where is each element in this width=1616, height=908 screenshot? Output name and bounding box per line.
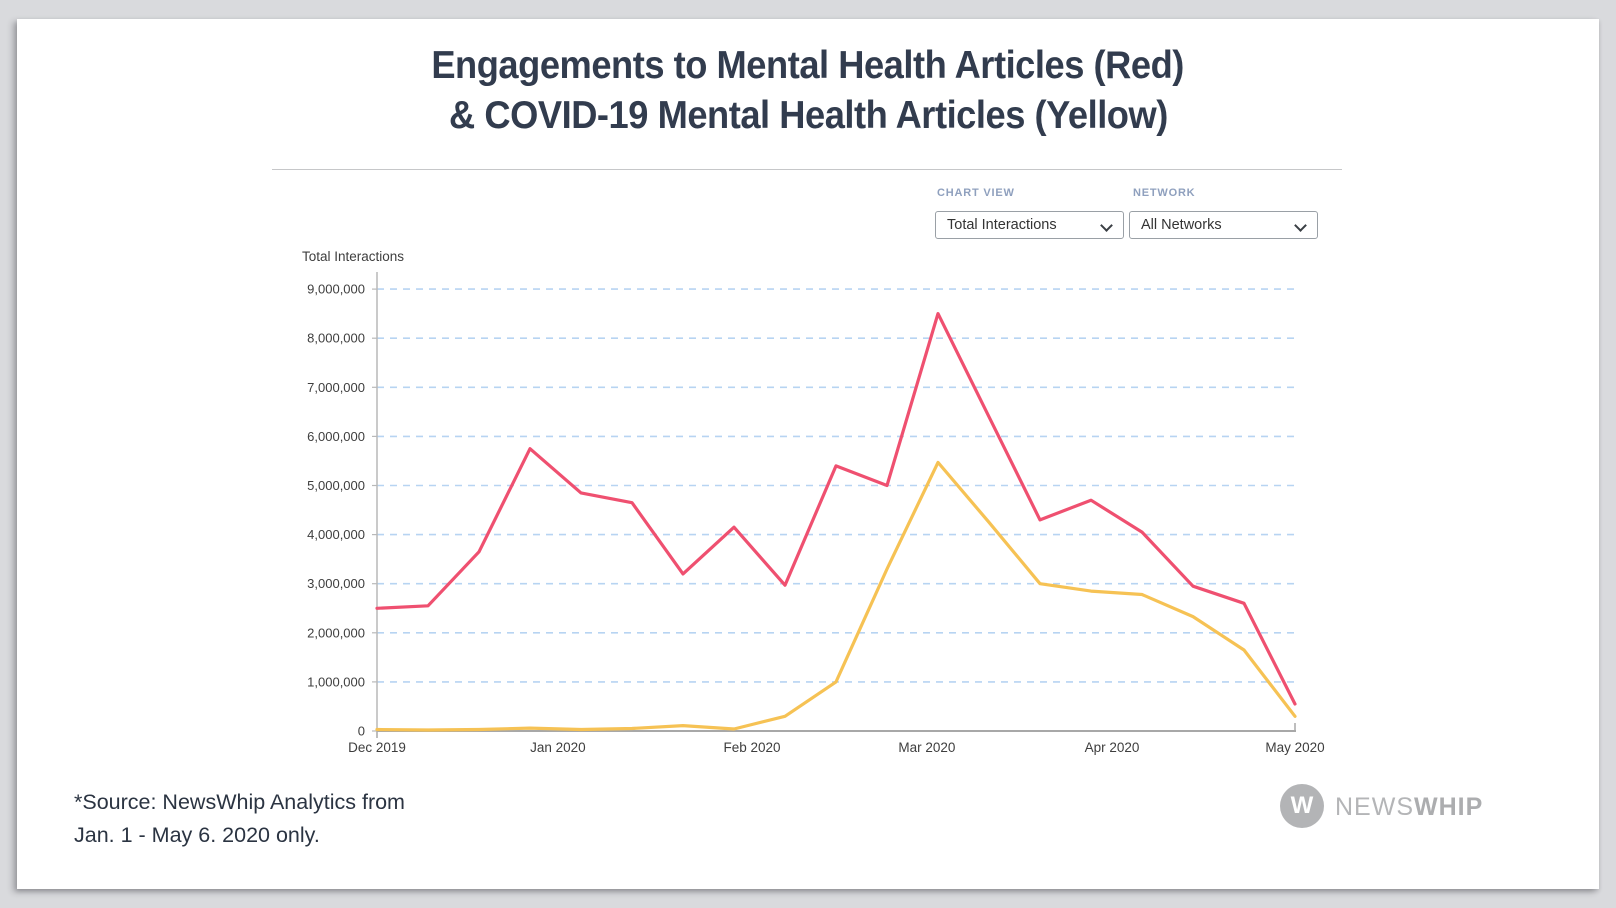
logo-text-whip: WHIP	[1414, 793, 1484, 821]
y-tick-label: 7,000,000	[307, 380, 365, 395]
x-tick-label: Feb 2020	[723, 740, 780, 755]
newswhip-logo-text: NEWSWHIP	[1335, 793, 1483, 822]
source-note-line1: *Source: NewsWhip Analytics from	[74, 790, 405, 814]
x-tick-label: Apr 2020	[1085, 740, 1140, 755]
y-tick-label: 0	[358, 724, 365, 739]
y-tick-label: 9,000,000	[307, 282, 365, 297]
line-chart: 0 1,000,000 2,000,000 3,000,000 4,000,000 5,0…	[307, 272, 1325, 755]
y-tick-label: 5,000,000	[307, 478, 365, 493]
y-tick-label: 8,000,000	[307, 331, 365, 346]
y-axis-title: Total Interactions	[302, 249, 405, 264]
x-tick-label: Mar 2020	[898, 740, 955, 755]
x-tick-label: Dec 2019	[348, 740, 406, 755]
chart-view-selected-value: Total Interactions	[947, 217, 1057, 233]
network-label: NETWORK	[1133, 187, 1196, 199]
y-tick-label: 2,000,000	[307, 625, 365, 640]
y-tick-label: 4,000,000	[307, 527, 365, 542]
page-title-line1: Engagements to Mental Health Articles (R…	[431, 44, 1185, 87]
network-dropdown[interactable]: All Networks	[1129, 211, 1318, 239]
x-tick-label: May 2020	[1265, 740, 1324, 755]
page-title: Engagements to Mental Health Articles (R…	[17, 41, 1599, 141]
y-tick-label: 1,000,000	[307, 674, 365, 689]
logo-text-news: NEWS	[1335, 793, 1414, 821]
slide-card: Engagements to Mental Health Articles (R…	[17, 19, 1599, 889]
newswhip-w-icon: W	[1280, 784, 1324, 828]
y-tick-label: 3,000,000	[307, 576, 365, 591]
source-note: *Source: NewsWhip Analytics from Jan. 1 …	[74, 786, 405, 852]
y-tick-label: 6,000,000	[307, 429, 365, 444]
red-series-line	[375, 312, 1297, 706]
chart-view-dropdown[interactable]: Total Interactions	[935, 211, 1124, 239]
x-tick-label: Jan 2020	[530, 740, 586, 755]
chart-view-label: CHART VIEW	[937, 187, 1015, 199]
network-selected-value: All Networks	[1141, 217, 1222, 233]
source-note-line2: Jan. 1 - May 6. 2020 only.	[74, 823, 320, 847]
page-title-line2: & COVID-19 Mental Health Articles (Yello…	[448, 94, 1168, 137]
yellow-series-line	[375, 460, 1297, 732]
title-divider	[272, 169, 1342, 170]
